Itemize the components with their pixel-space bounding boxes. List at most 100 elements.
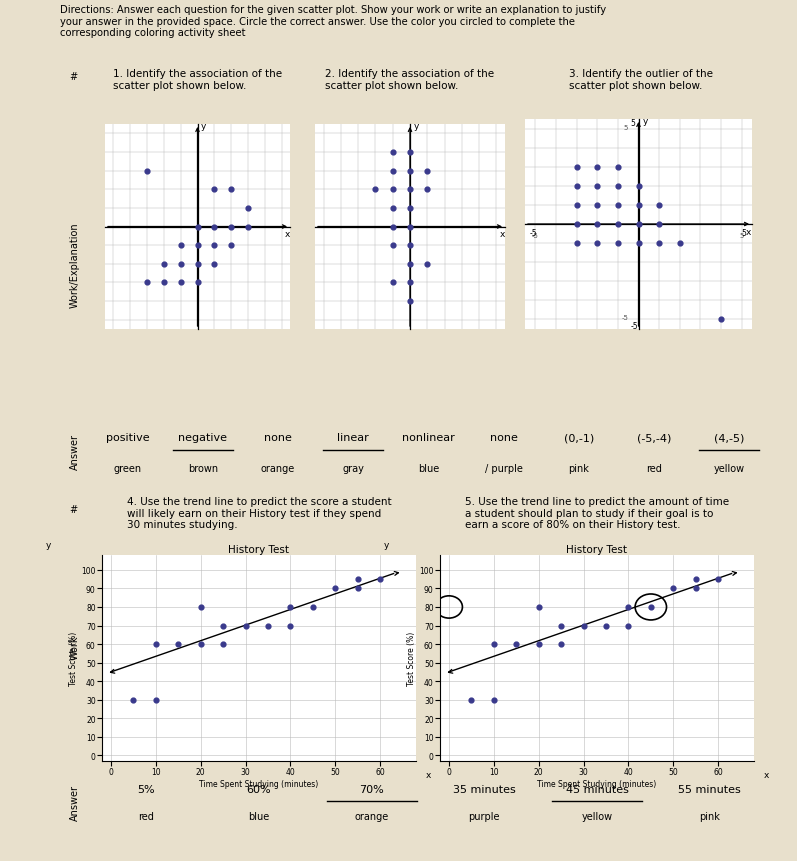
Point [208, 220, 221, 234]
Point [577, 619, 590, 633]
Text: red: red [139, 812, 155, 821]
Text: Work: Work [70, 635, 80, 659]
Point [403, 239, 416, 253]
Text: (0,-1): (0,-1) [563, 433, 594, 443]
Text: 1. Identify the association of the
scatter plot shown below.: 1. Identify the association of the scatt… [113, 69, 282, 90]
Point [465, 693, 477, 707]
Text: nonlinear: nonlinear [402, 433, 455, 443]
Point [374, 573, 387, 586]
Text: 2. Identify the association of the
scatter plot shown below.: 2. Identify the association of the scatt… [325, 69, 495, 90]
Point [140, 164, 153, 178]
X-axis label: Time Spent Studying (minutes): Time Spent Studying (minutes) [199, 779, 319, 788]
Text: 3. Identify the outlier of the
scatter plot shown below.: 3. Identify the outlier of the scatter p… [569, 69, 713, 90]
Text: blue: blue [418, 463, 439, 474]
Text: -5: -5 [529, 229, 537, 238]
Text: negative: negative [179, 433, 227, 443]
Point [645, 600, 658, 614]
Point [403, 183, 416, 197]
Text: y: y [414, 121, 419, 130]
Text: 70%: 70% [359, 784, 384, 795]
Text: -5: -5 [622, 315, 628, 321]
Text: 5%: 5% [138, 784, 155, 795]
Text: 5. Use the trend line to predict the amount of time
a student should plan to stu: 5. Use the trend line to predict the amo… [465, 497, 729, 530]
Text: Directions: Answer each question for the given scatter plot. Show your work or w: Directions: Answer each question for the… [60, 5, 607, 38]
Text: Work/Explanation: Work/Explanation [70, 222, 80, 307]
Text: purple: purple [469, 812, 500, 821]
Point [653, 199, 665, 213]
Point [387, 276, 399, 290]
Text: #: # [69, 71, 77, 82]
Point [591, 199, 603, 213]
Text: -5: -5 [630, 322, 638, 331]
Point [715, 313, 728, 327]
Point [127, 693, 139, 707]
Point [632, 180, 645, 194]
Text: pink: pink [568, 463, 590, 474]
Point [403, 294, 416, 308]
Point [150, 637, 163, 651]
Point [241, 201, 254, 215]
Point [194, 637, 207, 651]
Text: Answer: Answer [70, 784, 80, 820]
Point [387, 183, 399, 197]
Point [488, 693, 501, 707]
Point [611, 237, 624, 251]
Point [208, 183, 221, 197]
Point [175, 257, 187, 271]
Point [387, 164, 399, 178]
Point [599, 619, 612, 633]
Point [591, 161, 603, 175]
Point [611, 180, 624, 194]
Point [611, 161, 624, 175]
Text: -5: -5 [532, 233, 539, 239]
Point [403, 146, 416, 159]
Point [570, 180, 583, 194]
Point [611, 218, 624, 232]
Title: History Test: History Test [229, 545, 289, 554]
Text: 5: 5 [630, 119, 635, 127]
Text: (-5,-4): (-5,-4) [637, 433, 671, 443]
Point [611, 199, 624, 213]
Point [208, 239, 221, 253]
Text: green: green [113, 463, 142, 474]
Point [510, 637, 523, 651]
Text: 5: 5 [624, 124, 628, 130]
Point [387, 239, 399, 253]
Text: brown: brown [188, 463, 218, 474]
Point [158, 257, 171, 271]
Point [555, 637, 567, 651]
Point [421, 257, 434, 271]
Text: yellow: yellow [714, 463, 745, 474]
Text: / purple: / purple [485, 463, 523, 474]
Point [532, 637, 545, 651]
Point [191, 239, 204, 253]
Point [158, 276, 171, 290]
Point [421, 183, 434, 197]
Y-axis label: Test Score (%): Test Score (%) [407, 631, 417, 685]
Point [570, 161, 583, 175]
Text: y: y [201, 121, 206, 130]
Point [403, 257, 416, 271]
Text: 35 minutes: 35 minutes [453, 784, 516, 795]
Point [217, 619, 230, 633]
Point [261, 619, 274, 633]
Text: x: x [500, 230, 505, 239]
Point [239, 619, 252, 633]
Title: History Test: History Test [567, 545, 627, 554]
Point [351, 582, 364, 596]
Point [191, 276, 204, 290]
Point [532, 600, 545, 614]
Point [488, 637, 501, 651]
Point [403, 164, 416, 178]
Text: orange: orange [261, 463, 295, 474]
Point [150, 693, 163, 707]
Point [570, 199, 583, 213]
Point [175, 239, 187, 253]
Point [622, 619, 634, 633]
Point [191, 220, 204, 234]
Text: gray: gray [343, 463, 364, 474]
Y-axis label: Test Score (%): Test Score (%) [69, 631, 78, 685]
Text: (4,-5): (4,-5) [714, 433, 744, 443]
Point [225, 183, 238, 197]
X-axis label: Time Spent Studying (minutes): Time Spent Studying (minutes) [537, 779, 657, 788]
